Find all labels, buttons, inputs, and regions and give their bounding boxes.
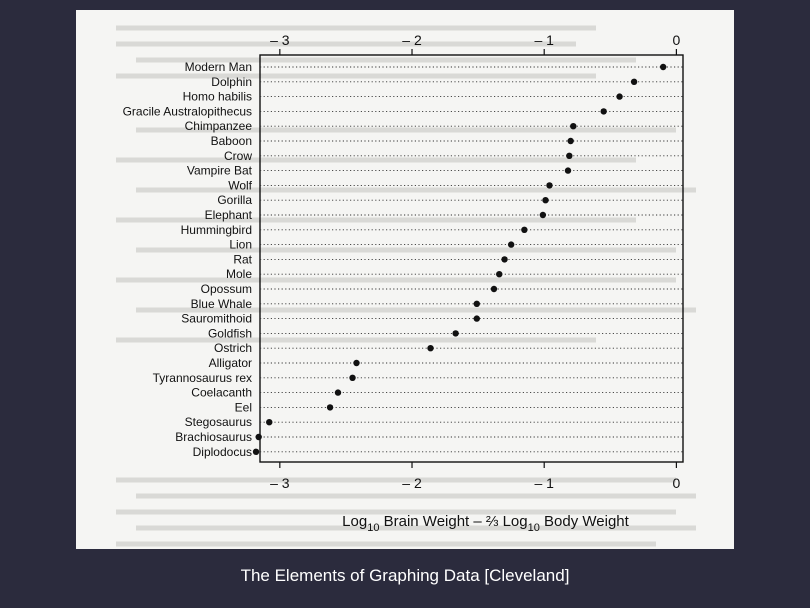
data-point bbox=[600, 108, 607, 115]
category-label: Wolf bbox=[228, 178, 252, 192]
data-point bbox=[326, 404, 334, 411]
category-label: Tyrannosaurus rex bbox=[153, 371, 252, 385]
data-point bbox=[542, 197, 549, 204]
category-label: Mole bbox=[226, 267, 252, 281]
slide-caption: The Elements of Graphing Data [Cleveland… bbox=[240, 566, 570, 585]
data-point bbox=[630, 78, 638, 86]
data-point bbox=[496, 271, 503, 278]
category-label: Chimpanzee bbox=[185, 119, 253, 133]
category-label: Gracile Australopithecus bbox=[123, 104, 252, 118]
data-point bbox=[353, 359, 360, 367]
dot-plot: – 3 – 3 – 2 – 2 – 1 – 1 0 0 Modern ManDolphinHom… bbox=[123, 32, 684, 534]
x-tick-label-bottom: – 3 bbox=[270, 475, 290, 491]
x-tick-label-bottom: 0 bbox=[672, 475, 680, 491]
data-point bbox=[564, 167, 572, 174]
category-label: Lion bbox=[229, 238, 252, 252]
data-point bbox=[334, 389, 342, 396]
category-label: Alligator bbox=[209, 356, 252, 370]
data-point bbox=[252, 448, 260, 455]
x-tick-label-top: 0 bbox=[672, 32, 680, 48]
category-label: Modern Man bbox=[185, 60, 252, 74]
category-label: Coelacanth bbox=[191, 386, 252, 400]
category-label: Diplodocus bbox=[193, 445, 252, 459]
category-label: Homo habilis bbox=[183, 90, 252, 104]
category-label: Sauromithoid bbox=[181, 312, 252, 326]
data-point bbox=[490, 285, 498, 293]
data-point bbox=[570, 123, 577, 130]
x-tick-label-top: – 2 bbox=[402, 32, 422, 48]
data-point bbox=[567, 137, 574, 145]
data-point bbox=[473, 300, 480, 307]
data-point bbox=[521, 226, 528, 233]
category-label: Vampire Bat bbox=[187, 164, 253, 178]
category-label: Crow bbox=[224, 149, 252, 163]
category-label: Gorilla bbox=[217, 193, 252, 207]
category-label: Goldfish bbox=[208, 326, 252, 340]
category-label: Hummingbird bbox=[181, 223, 252, 237]
x-axis-label: Log10 Brain Weight – ⅔ Log10 Body Weight bbox=[342, 513, 629, 534]
category-label: Brachiosaurus bbox=[175, 430, 252, 444]
plot-frame bbox=[259, 54, 684, 463]
category-label: Stegosaurus bbox=[185, 415, 252, 429]
category-label: Baboon bbox=[211, 134, 252, 148]
data-point bbox=[539, 211, 547, 219]
x-tick-label-top: – 1 bbox=[534, 32, 554, 48]
x-tick-label-top: – 3 bbox=[270, 32, 290, 48]
data-point bbox=[473, 315, 480, 322]
data-point bbox=[452, 330, 459, 337]
category-label: Dolphin bbox=[211, 75, 252, 89]
data-point bbox=[659, 63, 667, 71]
data-point bbox=[427, 345, 434, 352]
data-point bbox=[349, 374, 356, 381]
category-label: Ostrich bbox=[214, 341, 252, 355]
category-label: Elephant bbox=[205, 208, 253, 222]
category-label: Eel bbox=[235, 400, 252, 414]
data-point bbox=[616, 93, 623, 100]
x-tick-label-bottom: – 1 bbox=[534, 475, 554, 491]
category-label: Opossum bbox=[201, 282, 252, 296]
category-label: Rat bbox=[233, 252, 252, 266]
data-point bbox=[266, 419, 273, 426]
category-label: Blue Whale bbox=[191, 297, 253, 311]
chart-photo: – 3 – 3 – 2 – 2 – 1 – 1 0 0 Modern Man Dolphin Hom… bbox=[76, 10, 734, 549]
data-point bbox=[507, 241, 515, 248]
data-point bbox=[566, 152, 573, 159]
data-point bbox=[255, 433, 262, 441]
data-point bbox=[546, 182, 553, 189]
data-point bbox=[501, 256, 508, 263]
x-tick-label-bottom: – 2 bbox=[402, 475, 422, 491]
